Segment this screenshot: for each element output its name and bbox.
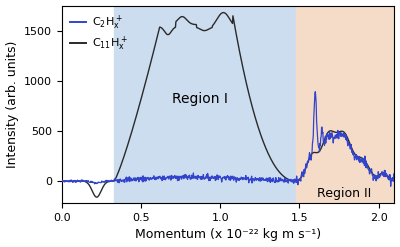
Bar (114, 5, 296, 203)
X-axis label: Momentum (x 10⁻²² kg m s⁻¹): Momentum (x 10⁻²² kg m s⁻¹) (135, 228, 321, 242)
Text: Region II: Region II (317, 187, 371, 200)
Bar (296, 5, 394, 203)
Y-axis label: Intensity (arb. units): Intensity (arb. units) (6, 41, 18, 168)
Legend: $\mathrm{C_2H_x^+}$, $\mathrm{C_{11}H_x^+}$: $\mathrm{C_2H_x^+}$, $\mathrm{C_{11}H_x^… (67, 11, 130, 56)
Text: Region I: Region I (172, 92, 228, 106)
